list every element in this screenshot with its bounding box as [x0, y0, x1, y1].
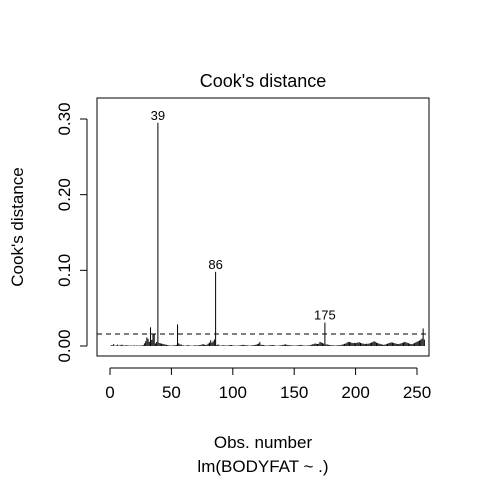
y-axis-label: Cook's distance — [8, 167, 27, 286]
x-axis-label: Obs. number — [214, 433, 313, 452]
y-tick-label: 0.20 — [55, 178, 74, 211]
plot-frame — [96, 97, 430, 357]
chart-title: Cook's distance — [200, 71, 327, 91]
subtitle: lm(BODYFAT ~ .) — [197, 457, 328, 476]
x-tick-label: 200 — [341, 383, 369, 402]
x-tick-label: 0 — [105, 383, 114, 402]
point-label: 175 — [314, 308, 336, 323]
x-tick-label: 100 — [219, 383, 247, 402]
x-axis: 0 50 100 150 200 250 — [105, 367, 431, 402]
point-label: 39 — [151, 108, 165, 123]
y-axis: 0.00 0.10 0.20 0.30 — [55, 102, 88, 363]
point-label: 86 — [208, 257, 222, 272]
y-tick-label: 0.00 — [55, 329, 74, 362]
y-tick-label: 0.30 — [55, 102, 74, 135]
point-labels: 39 86 175 — [151, 108, 336, 323]
y-tick-label: 0.10 — [55, 254, 74, 287]
x-tick-label: 250 — [403, 383, 431, 402]
x-tick-label: 50 — [162, 383, 181, 402]
x-tick-label: 150 — [280, 383, 308, 402]
